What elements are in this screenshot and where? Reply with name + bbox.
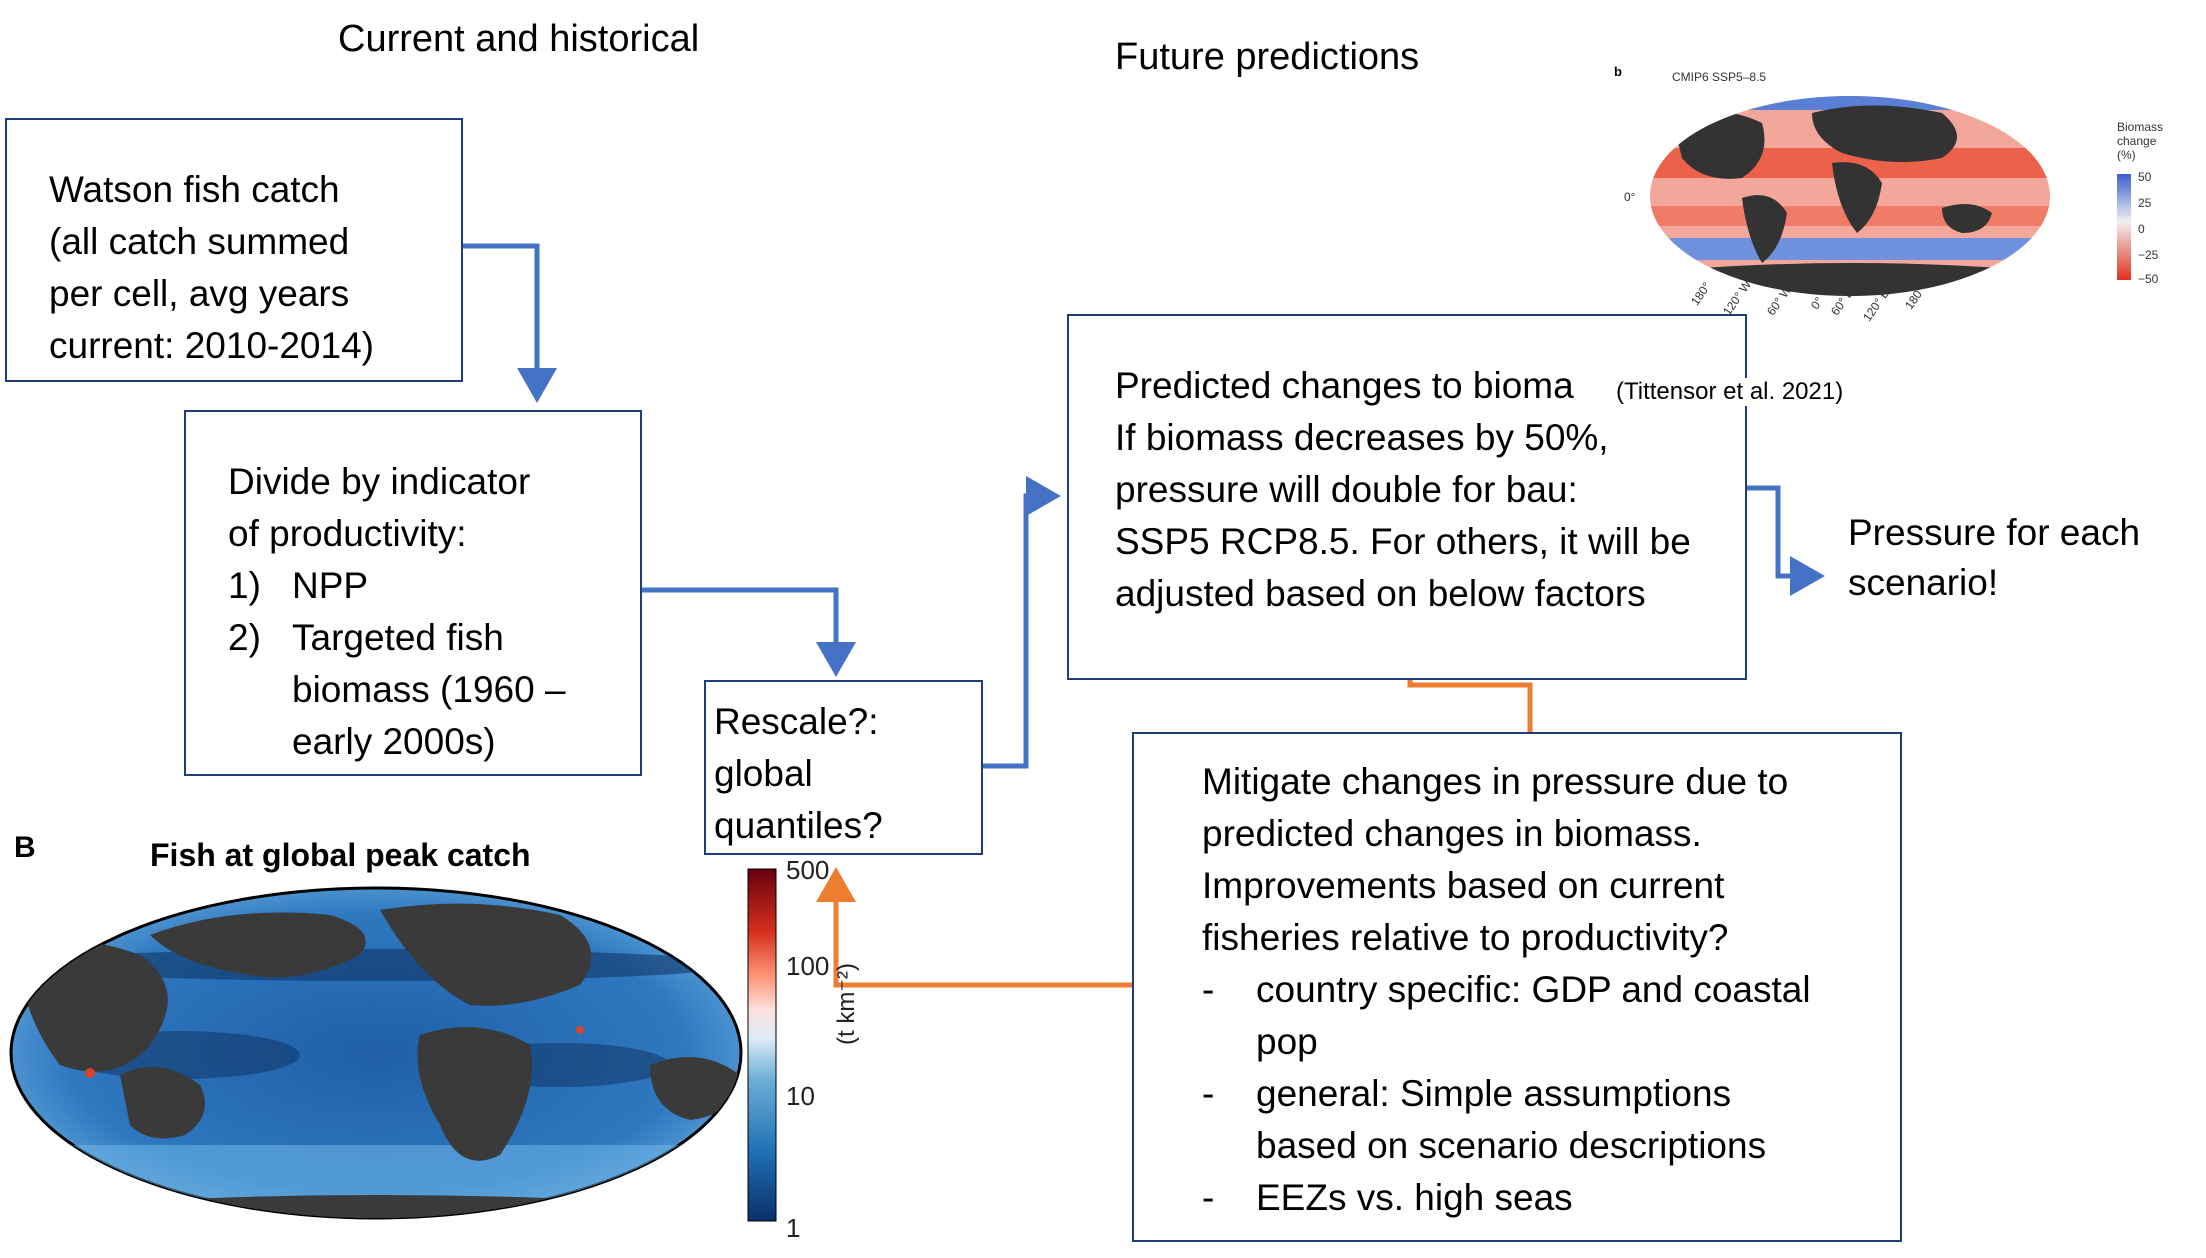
list-item: 1) NPP (228, 560, 640, 612)
list-text: NPP (292, 565, 369, 606)
output-line: Pressure for each (1848, 512, 2141, 553)
list-item: - country specific: GDP and coastal pop (1202, 964, 1900, 1068)
colorbar (747, 868, 777, 1222)
legend-tick: 0 (2138, 222, 2145, 236)
output-scenario-text: Pressure for each scenario! (1848, 508, 2140, 608)
legend-tick: −50 (2138, 272, 2159, 286)
fish-catch-map-figure: B Fish at global peak catch (0, 815, 900, 1258)
watson-line: (all catch summed (49, 221, 350, 262)
productivity-indicator-list: 1) NPP 2) Targeted fish biomass (1960 – … (228, 560, 640, 768)
watson-line: current: 2010-2014) (49, 325, 374, 366)
fish-catch-map (9, 886, 743, 1220)
divide-productivity-box: Divide by indicator of productivity: 1) … (184, 410, 642, 776)
divide-intro-line: Divide by indicator (228, 461, 531, 502)
mitigate-intro-line: fisheries relative to productivity? (1202, 917, 1729, 958)
biomass-change-map-figure: b CMIP6 SSP5–8.5 0° 180° 120° W 60° W 0°… (1612, 48, 2172, 358)
map-title: Fish at global peak catch (150, 837, 531, 873)
rescale-line: quantiles? (714, 805, 883, 846)
list-text-line: early 2000s) (292, 721, 496, 762)
list-text-line: Targeted fish (292, 617, 504, 658)
panel-letter: B (14, 831, 36, 864)
colorbar-tick: 10 (786, 1081, 815, 1111)
biomass-change-map (1650, 96, 2050, 296)
current-historical-heading: Current and historical (338, 18, 700, 60)
divide-intro-line: of productivity: (228, 513, 467, 554)
list-text-line: pop (1256, 1021, 1318, 1062)
colorbar-unit-label: (t km⁻²) (833, 963, 860, 1045)
future-predictions-heading: Future predictions (1115, 36, 1420, 78)
list-text-line: based on scenario descriptions (1256, 1125, 1767, 1166)
legend-title-line: change (2117, 134, 2157, 148)
legend-tick: 50 (2138, 170, 2152, 184)
citation-label: (Tittensor et al. 2021) (1612, 378, 1848, 406)
list-number: 1) (228, 565, 261, 606)
predicted-line: SSP5 RCP8.5. For others, it will be (1115, 521, 1691, 562)
rescale-line: global (714, 753, 813, 794)
list-text: country specific: GDP and coastal pop (1256, 964, 1811, 1068)
rescale-line: Rescale?: (714, 701, 879, 742)
list-item: - EEZs vs. high seas (1202, 1172, 1900, 1224)
predicted-line: Predicted changes to bioma (1115, 365, 1574, 406)
latitude-label: 0° (1624, 190, 1636, 204)
predicted-line: If biomass decreases by 50%, (1115, 417, 1609, 458)
arrow-divide-to-rescale (642, 587, 856, 677)
list-text: EEZs vs. high seas (1256, 1177, 1573, 1218)
legend-title: Biomass change (%) (2117, 120, 2163, 162)
colorbar-tick: 1 (786, 1213, 801, 1243)
watson-catch-box: Watson fish catch (all catch summed per … (5, 118, 463, 382)
list-dash: - (1202, 969, 1215, 1010)
map-title: CMIP6 SSP5–8.5 (1672, 70, 1767, 84)
predicted-changes-box: Predicted changes to bioma If biomass de… (1067, 314, 1747, 680)
predicted-line: pressure will double for bau: (1115, 469, 1578, 510)
mitigate-intro-line: predicted changes in biomass. (1202, 813, 1702, 854)
biomass-legend-colorbar (2117, 174, 2131, 280)
mitigate-intro-line: Improvements based on current (1202, 865, 1725, 906)
list-dash: - (1202, 1073, 1215, 1114)
arrow-watson-to-divide (460, 243, 557, 403)
mitigate-intro-line: Mitigate changes in pressure due to (1202, 761, 1789, 802)
watson-line: per cell, avg years (49, 273, 350, 314)
legend-title-line: Biomass (2117, 120, 2164, 134)
legend-tick: −25 (2138, 248, 2159, 262)
mitigation-factor-list: - country specific: GDP and coastal pop … (1202, 964, 1900, 1224)
list-dash: - (1202, 1177, 1215, 1218)
list-number: 2) (228, 617, 261, 658)
arrow-rescale-to-predicted (983, 476, 1061, 769)
rescale-box: Rescale?: global quantiles? (704, 680, 983, 855)
list-text-line: country specific: GDP and coastal (1256, 969, 1811, 1010)
colorbar-tick: 500 (786, 855, 830, 885)
list-text-line: general: Simple assumptions (1256, 1073, 1732, 1114)
predicted-line: adjusted based on below factors (1115, 573, 1646, 614)
legend-title-line: (%) (2117, 148, 2136, 162)
panel-letter: b (1614, 64, 1622, 79)
list-item: - general: Simple assumptions based on s… (1202, 1068, 1900, 1172)
output-line: scenario! (1848, 562, 1999, 603)
colorbar-tick: 100 (786, 951, 830, 981)
legend-tick: 25 (2138, 196, 2152, 210)
list-text: general: Simple assumptions based on sce… (1256, 1068, 1766, 1172)
list-item: 2) Targeted fish biomass (1960 – early 2… (228, 612, 640, 768)
mitigate-changes-box: Mitigate changes in pressure due to pred… (1132, 732, 1902, 1242)
list-text: Targeted fish biomass (1960 – early 2000… (292, 612, 566, 768)
watson-line: Watson fish catch (49, 169, 340, 210)
list-text-line: biomass (1960 – (292, 669, 566, 710)
